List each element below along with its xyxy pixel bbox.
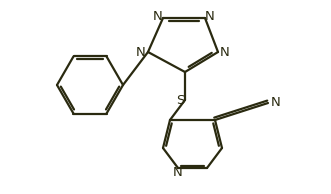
Text: N: N [220, 46, 230, 59]
Text: S: S [176, 94, 184, 107]
Text: N: N [173, 166, 183, 179]
Text: N: N [205, 10, 215, 23]
Text: N: N [136, 46, 146, 59]
Text: N: N [271, 96, 281, 109]
Text: N: N [153, 10, 163, 23]
